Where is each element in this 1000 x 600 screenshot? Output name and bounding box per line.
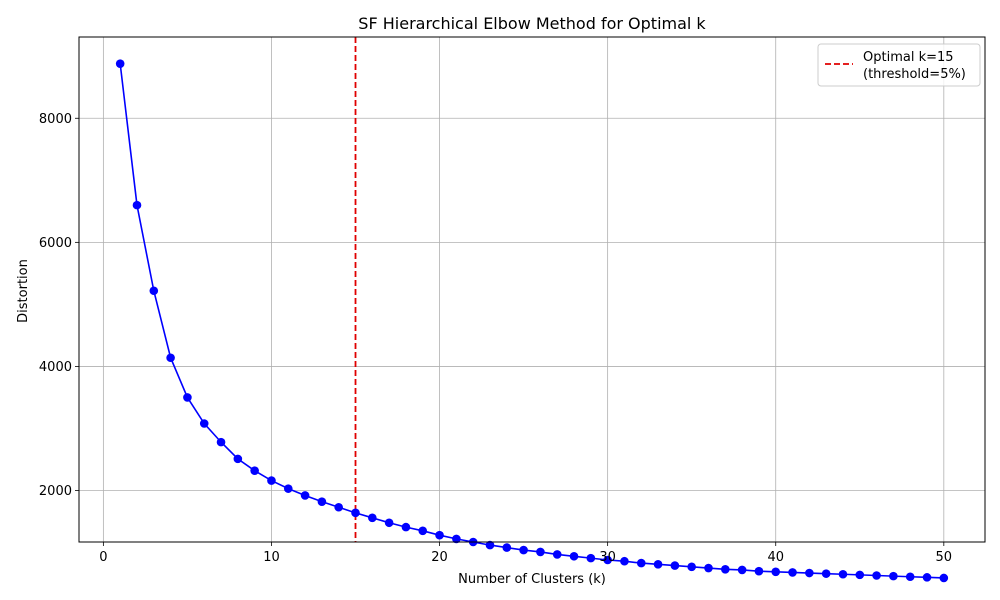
y-tick-label: 4000 [39,360,72,375]
data-point [838,569,848,579]
legend: Optimal k=15 (threshold=5%) [817,43,981,87]
data-point [502,543,512,552]
data-point [653,560,663,569]
x-axis-label: Number of Clusters (k) [458,572,606,587]
data-point [721,564,730,574]
data-point [267,476,276,485]
data-point [351,508,360,518]
data-point [115,59,125,68]
data-point [334,502,343,512]
x-tick-label: 10 [263,550,280,565]
data-point [670,561,680,570]
data-point [283,484,293,493]
data-point [788,568,797,577]
data-point [401,522,411,532]
data-point [300,491,310,500]
plot-frame [78,36,986,543]
data-point [216,437,226,447]
data-point [368,513,377,523]
data-point [922,573,932,582]
data-point [418,526,428,536]
x-tick-label: 40 [767,550,784,565]
data-point [250,466,259,475]
data-point [132,200,142,210]
data-point [771,567,781,577]
data-point [536,547,545,557]
data-point [199,419,209,428]
data-point [855,570,865,580]
data-point [586,553,596,563]
x-tick-label: 0 [99,550,107,565]
data-point [485,540,495,550]
data-point [939,573,949,583]
data-point [233,454,243,464]
legend-label-line1: Optimal k=15 [863,50,954,65]
y-axis-ticks: 2000 4000 6000 8000 [39,112,79,499]
series-line [119,63,944,579]
distortion-series [115,59,949,583]
y-tick-label: 6000 [39,236,72,251]
data-point [889,571,898,581]
x-tick-label: 20 [431,550,448,565]
data-point [754,566,764,576]
chart-title: SF Hierarchical Elbow Method for Optimal… [358,14,706,33]
data-point [704,563,713,573]
data-point [166,353,175,363]
data-point [872,571,881,580]
data-point [317,497,327,506]
data-point [603,555,612,565]
data-point [519,545,528,555]
data-point [435,530,444,540]
grid-lines [79,37,985,542]
data-point [636,558,646,568]
data-point [452,534,461,544]
data-point [805,568,814,578]
data-point [384,518,394,528]
data-point [821,569,831,578]
data-point [149,286,159,296]
y-tick-label: 8000 [39,112,72,127]
y-axis-label: Distortion [16,259,31,323]
data-point [552,550,562,559]
data-point [620,556,629,566]
x-tick-label: 50 [936,550,953,565]
legend-box [817,43,981,87]
data-point [569,551,579,561]
x-tick-label: 30 [599,550,616,565]
legend-label-line2: (threshold=5%) [863,67,966,82]
x-axis-ticks: 0 10 20 30 40 50 [99,542,952,565]
data-point [905,572,915,582]
y-tick-label: 2000 [39,484,72,499]
data-point [183,393,192,402]
data-point [687,562,696,572]
data-point [737,565,747,575]
